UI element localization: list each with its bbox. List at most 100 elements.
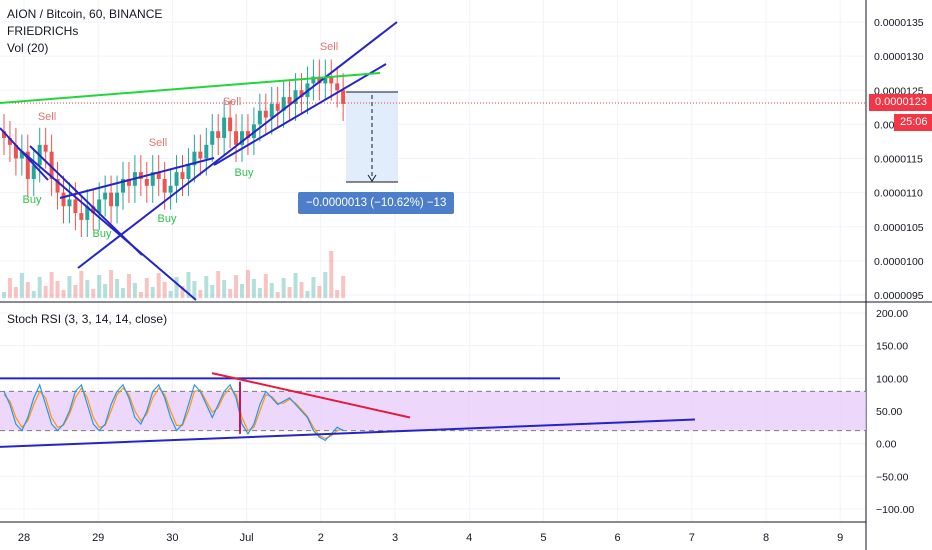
sell-signal: Sell: [149, 137, 167, 149]
candle-body: [192, 151, 197, 166]
downtrend-line-3: [0, 127, 49, 181]
time-tick-label: 30: [166, 532, 178, 544]
symbol-title: AION / Bitcoin, 60, BINANCE: [7, 7, 163, 21]
rsi-tick-label: 100.00: [876, 373, 908, 385]
volume-bar: [126, 274, 131, 298]
candle-body: [341, 90, 346, 104]
volume-bar: [150, 287, 155, 298]
volume-bar: [61, 290, 66, 298]
volume-bar: [204, 276, 209, 298]
candle-body: [55, 178, 60, 193]
candle-body: [109, 192, 114, 207]
candle-body: [115, 192, 120, 207]
time-tick-label: Jul: [240, 532, 254, 544]
time-tick-label: 4: [466, 532, 472, 544]
stoch-band: [0, 391, 866, 431]
volume-bar: [121, 288, 125, 298]
volume-bar: [162, 282, 167, 298]
volume-bar: [192, 281, 197, 298]
candle-body: [19, 151, 24, 159]
time-tick-label: 6: [615, 532, 621, 544]
buy-signal: Buy: [235, 167, 254, 179]
candle-body: [126, 178, 131, 186]
volume-bar: [67, 276, 72, 298]
volume-bar: [335, 290, 340, 298]
volume-bar: [245, 270, 250, 298]
time-tick-label: 28: [18, 532, 30, 544]
volume-bar: [275, 292, 280, 298]
volume-bar: [168, 291, 173, 298]
last-price-tag: 0.0000123: [869, 94, 932, 111]
sell-signal: Sell: [320, 41, 338, 53]
rsi-tick-label: −50.00: [876, 471, 909, 483]
time-tick-label: 29: [92, 532, 104, 544]
indicator-friedrichs-label: FRIEDRICHs: [7, 24, 79, 38]
candle-body: [329, 76, 334, 84]
price-tick-label: 0.0000110: [874, 188, 923, 200]
downtrend-line-1: [17, 147, 197, 301]
volume-bar: [311, 277, 316, 298]
candle-body: [174, 172, 179, 186]
candle-body: [257, 110, 262, 125]
volume-bar: [138, 292, 143, 298]
price-tick-label: 0.0000135: [874, 17, 924, 29]
candle-body: [156, 172, 161, 179]
volume-bar: [79, 271, 84, 298]
volume-bar: [269, 283, 274, 298]
candle-body: [287, 97, 292, 104]
candle-body: [228, 117, 233, 132]
volume-bar: [97, 275, 102, 298]
volume-bar: [132, 283, 137, 298]
volume-bar: [222, 280, 227, 298]
candle-body: [150, 172, 155, 186]
candle-body: [281, 97, 286, 111]
buy-signal: Buy: [93, 228, 112, 240]
volume-bar: [19, 273, 24, 298]
volume-bar: [281, 278, 286, 298]
candle-body: [31, 165, 36, 179]
stoch-d-line: [3, 386, 344, 440]
rsi-tick-label: 0.00: [876, 439, 897, 451]
candle-body: [73, 199, 78, 214]
volume-bar: [103, 284, 108, 298]
rsi-tick-label: −100.00: [876, 504, 914, 516]
rsi-tick-label: 50.00: [876, 406, 902, 418]
volume-bar: [234, 275, 239, 298]
volume-bar: [43, 286, 48, 298]
volume-bar: [293, 273, 298, 298]
volume-bar: [156, 273, 161, 298]
candle-body: [210, 131, 215, 145]
sell-signal: Sell: [223, 96, 241, 108]
volume-bar: [7, 278, 12, 298]
volume-bar: [115, 279, 120, 298]
rsi-rising-trendline: [0, 418, 696, 448]
downtrend-line-2: [29, 145, 143, 256]
candle-body: [138, 172, 143, 179]
candle-body: [311, 76, 316, 84]
volume-bar: [55, 281, 60, 298]
candle-body: [275, 103, 280, 111]
rsi-tick-label: 150.00: [876, 341, 908, 353]
rsi-falling-trendline: [211, 372, 411, 419]
volume-bar: [109, 270, 114, 298]
measure-arrow-head: [367, 174, 377, 182]
volume-bar: [2, 292, 6, 298]
volume-bar: [228, 289, 233, 298]
volume-bar: [85, 280, 90, 298]
candle-body: [2, 131, 6, 139]
candle-body: [7, 138, 12, 145]
candle-body: [335, 83, 340, 91]
price-tick-label: 0.0000095: [874, 290, 924, 302]
time-tick-label: 3: [392, 532, 398, 544]
candle-body: [103, 192, 108, 200]
stoch-rsi-title: Stoch RSI (3, 3, 14, 14, close): [7, 312, 168, 326]
volume-bar: [251, 279, 256, 298]
candle-body: [79, 213, 84, 220]
price-tick-label: 0.0000100: [874, 256, 924, 268]
candle-body: [162, 178, 167, 193]
volume-bar: [240, 284, 244, 298]
candle-body: [121, 178, 125, 193]
candle-body: [180, 172, 185, 179]
volume-bar: [216, 271, 221, 298]
